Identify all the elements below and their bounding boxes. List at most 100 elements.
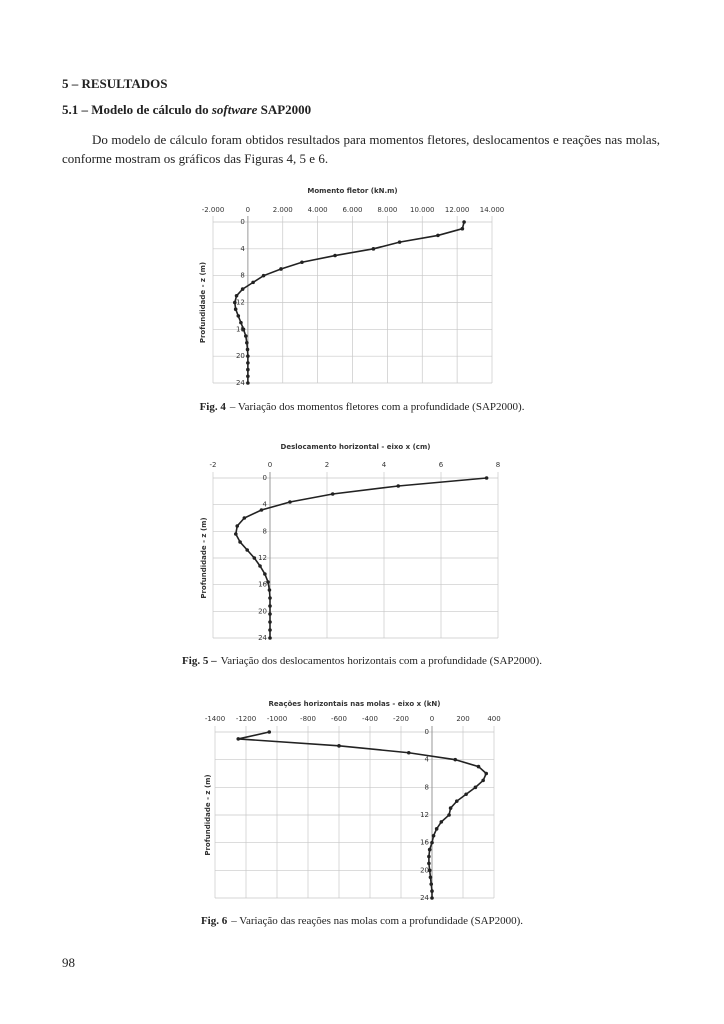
data-point: [246, 354, 250, 358]
y-tick-label: 4: [240, 245, 245, 253]
y-axis-label: Profundidade - z (m): [199, 262, 207, 343]
data-point: [236, 737, 241, 741]
y-tick-label: 4: [263, 501, 268, 509]
data-point: [427, 861, 431, 866]
data-point: [481, 778, 485, 783]
x-tick-label: -600: [331, 715, 347, 723]
data-point: [267, 588, 272, 592]
data-point: [430, 840, 434, 845]
chart-title: Reações horizontais nas molas - eixo x (…: [268, 700, 440, 708]
data-point: [436, 233, 440, 238]
y-tick-label: 8: [263, 527, 267, 535]
paragraph: Do modelo de cálculo foram obtidos resul…: [62, 132, 660, 166]
x-tick-label: 0: [246, 206, 250, 214]
data-point: [233, 307, 238, 312]
x-tick-label: -200: [393, 715, 409, 723]
y-tick-label: 20: [420, 866, 429, 874]
data-point: [268, 636, 272, 640]
caption-label: Fig. 6: [200, 915, 228, 927]
data-point: [300, 260, 304, 265]
data-point: [397, 240, 402, 244]
data-point: [434, 827, 439, 831]
data-point: [238, 540, 242, 544]
x-tick-label: -400: [362, 715, 378, 723]
x-tick-label: -1000: [267, 715, 287, 723]
data-point: [268, 620, 272, 624]
heading: 5 – RESULTADOS: [62, 76, 168, 91]
data-point: [427, 854, 431, 859]
y-tick-label: 16: [258, 581, 267, 589]
data-point: [462, 220, 466, 224]
data-point: [464, 792, 468, 797]
subheading: 5.1 – Modelo de cálculo do software SAP2…: [62, 102, 311, 118]
data-point: [429, 882, 434, 886]
data-point: [268, 628, 272, 632]
caption: Fig. 5 – Variação dos deslocamentos horiz…: [0, 655, 724, 667]
data-point: [246, 381, 250, 385]
y-axis-label: Profundidade - z (m): [200, 517, 208, 598]
data-point: [337, 744, 341, 748]
data-point: [234, 532, 238, 536]
y-tick-label: 12: [420, 811, 429, 819]
caption-label: Fig. 5 –: [182, 655, 217, 667]
data-point: [242, 516, 247, 520]
data-point: [232, 300, 237, 305]
y-tick-label: 12: [236, 299, 245, 307]
caption-text: – Variação das reações nas molas com a p…: [231, 915, 524, 927]
data-point: [251, 280, 255, 285]
data-point: [267, 730, 272, 734]
data-point: [448, 806, 453, 810]
data-point: [258, 564, 262, 568]
x-tick-label: 6: [439, 461, 444, 469]
data-point: [447, 813, 451, 817]
data-point: [263, 572, 267, 576]
data-point: [431, 833, 436, 838]
x-tick-label: 0: [268, 461, 272, 469]
y-tick-label: 4: [425, 756, 430, 764]
y-tick-label: 12: [258, 554, 267, 562]
data-point: [396, 484, 401, 488]
x-tick-label: 6.000: [342, 206, 362, 214]
x-tick-label: -800: [300, 715, 316, 723]
data-point: [430, 889, 434, 893]
data-point: [259, 508, 264, 512]
data-point: [484, 771, 489, 776]
x-tick-label: 4: [382, 461, 387, 469]
data-point: [428, 875, 433, 880]
y-tick-label: 20: [236, 352, 245, 360]
subheading-italic: software: [211, 102, 258, 117]
y-tick-label: 0: [240, 218, 244, 226]
x-tick-label: 200: [456, 715, 469, 723]
caption-label: Fig. 4: [199, 401, 226, 413]
data-point: [241, 327, 246, 332]
data-point: [484, 476, 489, 480]
data-point: [333, 253, 337, 258]
caption-text: Variação dos deslocamentos horizontais c…: [220, 655, 542, 667]
data-point: [236, 314, 241, 318]
data-point: [427, 868, 432, 873]
x-tick-label: 2.000: [273, 206, 293, 214]
data-point: [427, 847, 432, 852]
y-tick-label: 16: [236, 325, 245, 333]
y-tick-label: 24: [420, 894, 429, 902]
subheading-text: 5.1 – Modelo de cálculo do: [62, 102, 209, 117]
data-point: [268, 596, 272, 600]
x-tick-label: 2: [325, 461, 329, 469]
data-point: [245, 340, 249, 345]
y-axis-label: Profundidade - z (m): [204, 774, 212, 855]
y-tick-label: 20: [258, 607, 267, 615]
data-point: [268, 612, 272, 616]
y-tick-label: 8: [425, 783, 429, 791]
data-point: [473, 785, 478, 790]
x-tick-label: 4.000: [308, 206, 328, 214]
x-tick-label: 8.000: [377, 206, 397, 214]
x-tick-label: -1400: [205, 715, 225, 723]
data-point: [245, 548, 249, 552]
data-point: [243, 334, 248, 338]
data-point: [476, 764, 481, 769]
data-point: [245, 347, 250, 352]
y-tick-label: 0: [425, 728, 429, 736]
data-point: [439, 820, 444, 824]
y-tick-label: 24: [258, 634, 267, 642]
